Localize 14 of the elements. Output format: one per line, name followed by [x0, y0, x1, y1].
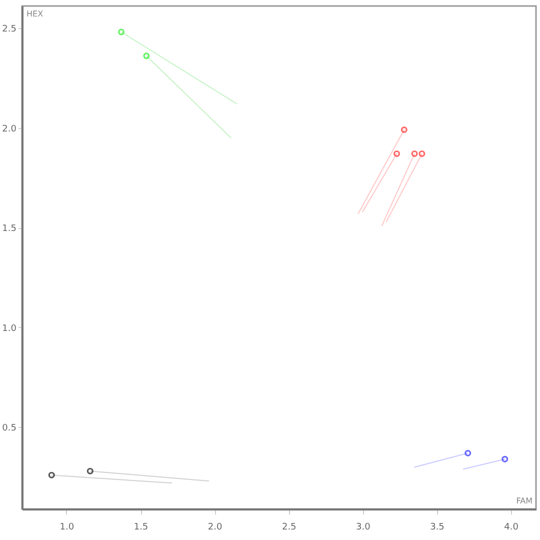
x-tick-label: 4.0 — [504, 522, 519, 532]
x-tick-label: 2.0 — [208, 522, 222, 532]
y-axis-title: HEX — [26, 10, 44, 18]
y-tick-label: 0.5 — [2, 424, 16, 434]
x-tick-label: 3.0 — [356, 522, 371, 532]
x-tick-label: 3.5 — [430, 522, 444, 532]
x-axis-title: FAM — [516, 496, 533, 506]
y-tick-label: 1.0 — [2, 324, 17, 334]
y-tick-label: 1.5 — [2, 224, 16, 234]
x-tick-label: 1.0 — [60, 522, 74, 532]
x-tick-label: 2.5 — [282, 522, 296, 532]
x-tick-label: 1.5 — [134, 522, 148, 532]
y-tick-label: 2.5 — [2, 24, 16, 34]
y-tick-label: 2.0 — [2, 124, 17, 134]
